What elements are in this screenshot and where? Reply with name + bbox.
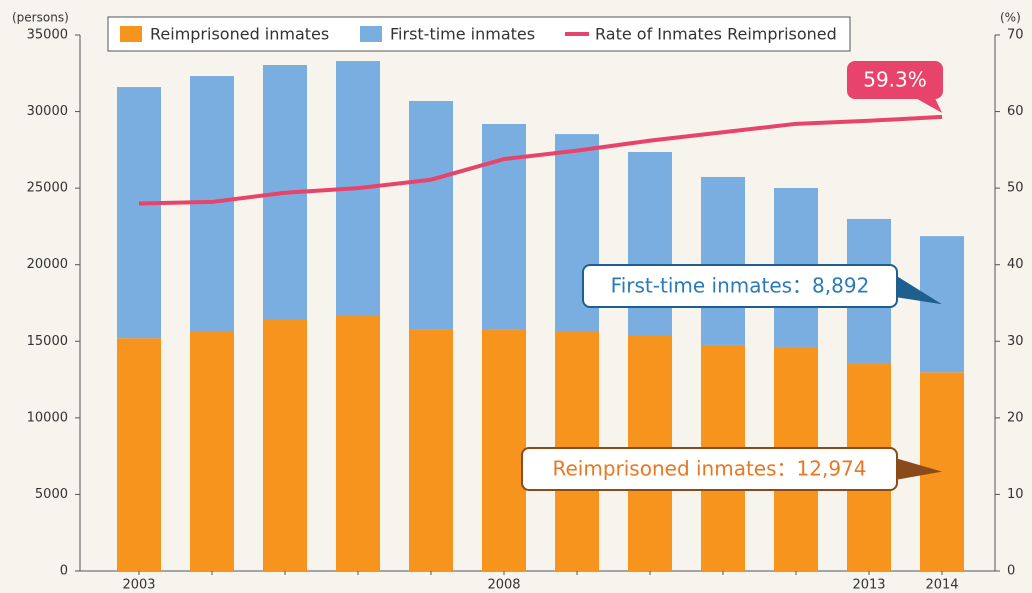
value-label: Reimprisoned inmates：12,974	[552, 457, 866, 481]
legend-swatch	[120, 26, 142, 42]
y2-tick-label: 50	[1007, 181, 1024, 196]
y2-tick-label: 30	[1007, 334, 1024, 349]
bar	[409, 329, 453, 571]
y2-tick-label: 20	[1007, 410, 1024, 425]
y2-tick-label: 40	[1007, 257, 1024, 272]
y-tick-label: 35000	[27, 28, 68, 43]
y2-tick-label: 10	[1007, 487, 1024, 502]
y-tick-label: 25000	[27, 181, 68, 196]
y2-axis-label: (%)	[1000, 11, 1021, 25]
callout-pointer	[912, 96, 942, 113]
callout-pointer	[895, 275, 942, 305]
y-tick-label: 15000	[27, 334, 68, 349]
callout: Reimprisoned inmates：12,974	[521, 447, 942, 491]
value-label: First-time inmates：8,892	[611, 274, 870, 298]
x-tick-label: 2013	[852, 578, 885, 593]
legend-box	[107, 16, 851, 52]
x-tick-label: 2003	[122, 578, 155, 593]
y-axis-label: (persons)	[12, 11, 69, 25]
legend-swatch	[360, 26, 382, 42]
y-tick-label: 20000	[27, 257, 68, 272]
bar	[701, 176, 745, 345]
callout: 59.3%	[847, 61, 943, 113]
legend-label: Reimprisoned inmates	[150, 25, 329, 44]
callout: First-time inmates：8,892	[582, 264, 942, 308]
bar	[482, 329, 526, 571]
y2-tick-label: 70	[1007, 28, 1024, 43]
callout-box	[582, 264, 898, 308]
legend: Reimprisoned inmates First-time inmates Ra…	[107, 16, 851, 52]
y-tick-label: 0	[60, 564, 68, 579]
callout-box	[847, 61, 943, 99]
y2-tick-label: 0	[1007, 564, 1015, 579]
rate-line	[138, 114, 943, 206]
y2-tick-label: 60	[1007, 104, 1024, 119]
legend-label: First-time inmates	[390, 25, 535, 44]
callout-pointer	[895, 458, 942, 480]
legend-label: Rate of Inmates Reimprisoned	[595, 25, 837, 44]
x-tick-label: 2014	[925, 578, 958, 593]
y-tick-label: 5000	[35, 487, 68, 502]
bar	[117, 87, 161, 339]
y-tick-label: 10000	[27, 410, 68, 425]
y-tick-label: 30000	[27, 104, 68, 119]
value-label: 59.3%	[863, 68, 927, 92]
callout-box	[521, 447, 898, 491]
bar	[482, 123, 526, 330]
bar	[628, 152, 672, 337]
bar	[117, 338, 161, 571]
bar	[263, 319, 307, 571]
x-tick-label: 2008	[487, 578, 520, 593]
bar	[336, 316, 380, 571]
bar	[190, 331, 234, 571]
bar	[409, 101, 453, 330]
